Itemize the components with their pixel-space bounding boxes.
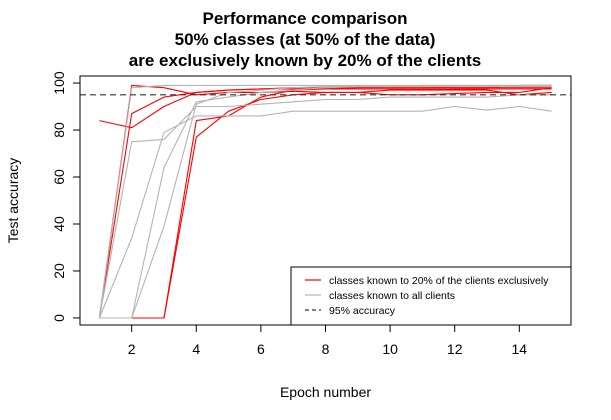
y-tick-label: 40 [51, 216, 67, 232]
series-line-1 [99, 84, 552, 129]
y-tick-label: 0 [51, 314, 67, 322]
x-tick-label: 8 [322, 341, 330, 357]
chart-title-line-3: are exclusively known by 20% of the clie… [129, 51, 481, 70]
legend-label-3: 95% accuracy [329, 305, 396, 317]
y-tick-label: 100 [51, 71, 67, 95]
series-layer [98, 84, 552, 319]
chart-title-line-2: 50% classes (at 50% of the data) [175, 30, 436, 49]
y-tick-label: 80 [51, 122, 67, 138]
legend: classes known to 20% of the clients excl… [290, 266, 572, 326]
x-axis: 2 4 6 8 10 12 14 [128, 325, 528, 357]
x-tick-label: 12 [447, 341, 463, 357]
series-line-6 [98, 94, 552, 319]
chart-title-line-1: Performance comparison [202, 9, 407, 28]
y-axis-label: Test accuracy [5, 158, 21, 244]
x-tick-label: 6 [257, 341, 265, 357]
chart-title: Performance comparison 50% classes (at 50… [129, 9, 481, 70]
x-tick-label: 2 [128, 341, 136, 357]
x-tick-label: 10 [382, 341, 398, 357]
x-tick-label: 14 [512, 341, 528, 357]
y-tick-label: 20 [51, 263, 67, 279]
y-tick-label: 60 [51, 169, 67, 185]
legend-label-2: classes known to all clients [329, 290, 455, 302]
x-tick-label: 4 [192, 341, 200, 357]
legend-label-1: classes known to 20% of the clients excl… [329, 275, 549, 287]
series-line-7 [98, 105, 552, 319]
series-line-5 [98, 88, 552, 319]
series-line-3 [99, 89, 552, 319]
series-line-9 [99, 86, 552, 319]
series-line-10 [98, 84, 552, 319]
x-axis-label: Epoch number [280, 384, 371, 400]
legend-box [290, 266, 572, 326]
y-axis: 0 20 40 60 80 100 [51, 71, 80, 322]
